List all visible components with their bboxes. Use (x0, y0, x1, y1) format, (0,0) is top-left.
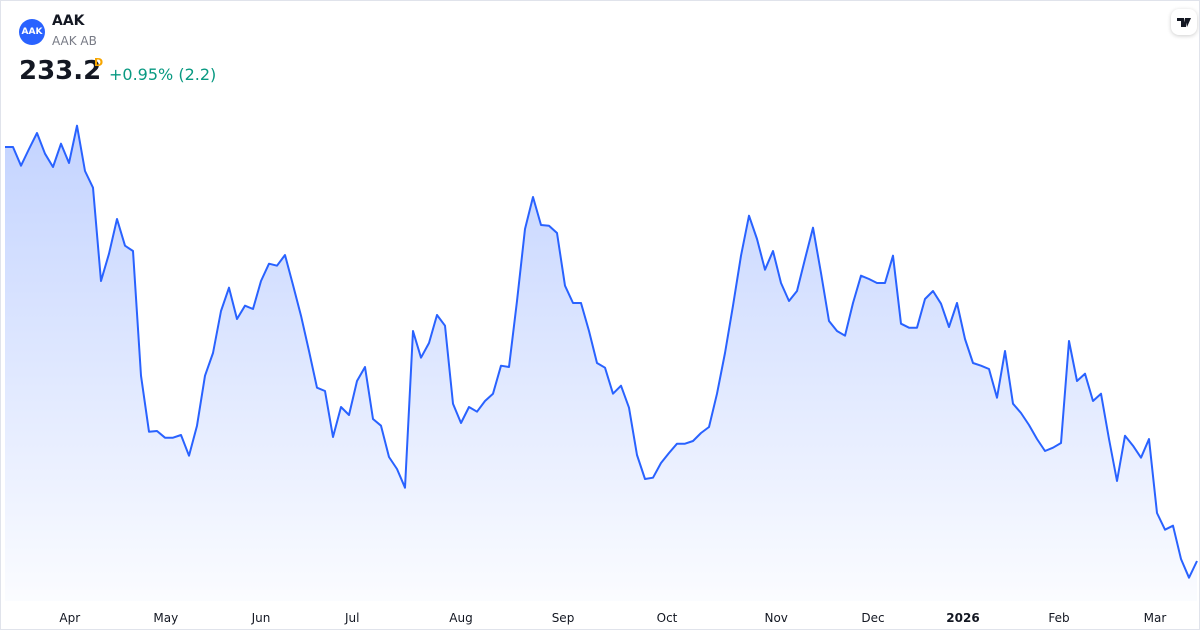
price: 233.2 (19, 56, 102, 86)
x-tick-label: Aug (449, 611, 472, 625)
x-tick-label: Sep (552, 611, 575, 625)
x-tick-label: Mar (1144, 611, 1167, 625)
x-tick-label: May (153, 611, 178, 625)
x-tick-label: Feb (1048, 611, 1069, 625)
symbol: AAK (52, 13, 85, 29)
price-line (5, 124, 1198, 579)
brand-logo[interactable] (1171, 9, 1197, 35)
brand-icon (1177, 18, 1191, 27)
x-tick-label: Dec (861, 611, 884, 625)
x-tick-label: Jun (251, 611, 271, 625)
logo: AAK (19, 19, 45, 45)
x-tick-label: Nov (764, 611, 787, 625)
x-tick-label: Apr (59, 611, 80, 625)
x-tick-label: 2026 (946, 611, 979, 625)
company-name: AAK AB (52, 34, 97, 48)
x-tick-label: Oct (657, 611, 678, 625)
area-fill (5, 125, 1197, 601)
price-change: +0.95% (2.2) (109, 65, 217, 84)
interval: D (94, 56, 104, 69)
x-tick-label: Jul (344, 611, 359, 625)
